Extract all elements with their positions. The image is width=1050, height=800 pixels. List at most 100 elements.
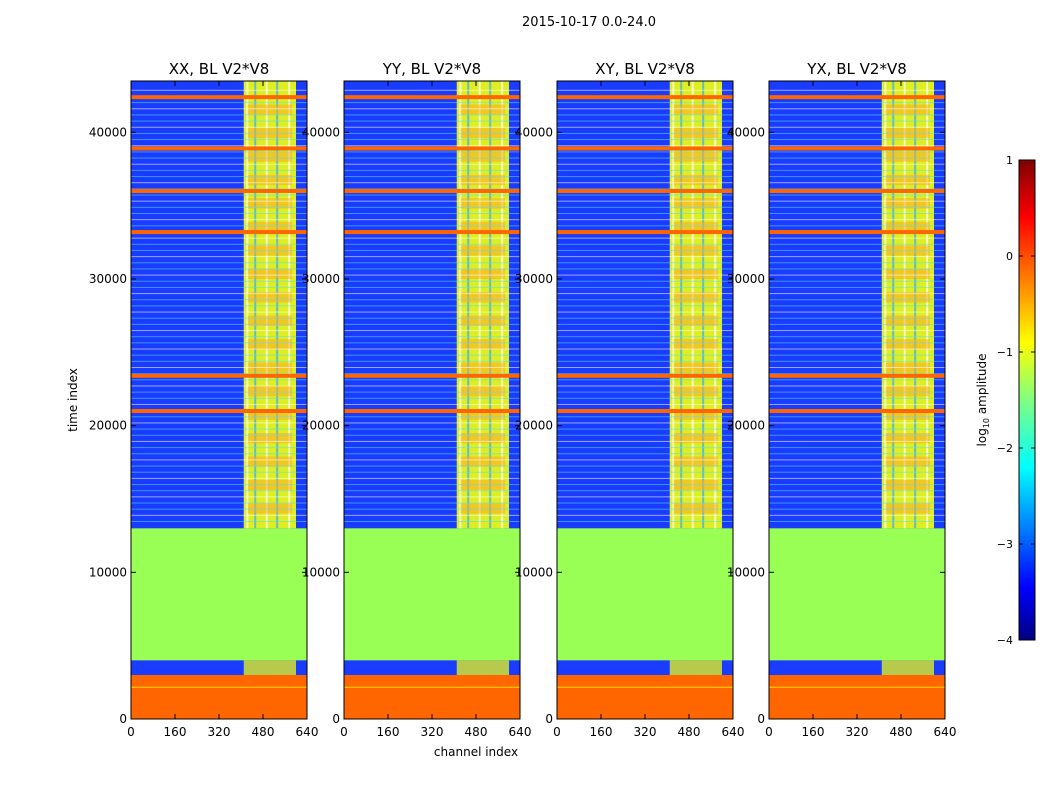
rfi-line [344, 120, 520, 122]
band-blob [460, 268, 505, 279]
rfi-line [131, 385, 307, 387]
colorbar-label-sub: 10 [982, 418, 991, 428]
y-tick-label: 30000 [727, 272, 765, 286]
strong-rfi-row [557, 189, 733, 193]
rfi-line [131, 447, 307, 449]
band-blob [460, 433, 505, 444]
rfi-line [557, 151, 733, 153]
strong-rfi-row [557, 409, 733, 413]
band-stripe [489, 81, 492, 529]
band-blob [885, 479, 930, 491]
rfi-line [344, 274, 520, 276]
rfi-line [344, 256, 520, 258]
band-blob [673, 433, 718, 444]
band-blob [673, 479, 718, 491]
rfi-line [131, 502, 307, 504]
lower-band [669, 660, 722, 675]
rfi-line [557, 206, 733, 208]
band-blob [885, 409, 930, 420]
rfi-line [557, 145, 733, 147]
rfi-line [344, 206, 520, 208]
rfi-line [769, 317, 945, 319]
band-blob [247, 386, 292, 397]
rfi-line [131, 102, 307, 104]
flagged-region [769, 528, 945, 661]
band-blob [673, 174, 718, 186]
rfi-line [557, 108, 733, 110]
rfi-line [769, 490, 945, 492]
rfi-line [557, 447, 733, 449]
rfi-line [344, 521, 520, 522]
rfi-line [557, 323, 733, 325]
rfi-line [769, 434, 945, 436]
rfi-line [769, 213, 945, 214]
colorbar-ticks: 1 0 −1 −2 −3 −4 [997, 154, 1035, 647]
rfi-line [769, 249, 945, 251]
rfi-line [557, 305, 733, 307]
rfi-line [557, 139, 733, 141]
strong-rfi-row [131, 95, 307, 100]
band-blob [885, 221, 930, 233]
rfi-line [344, 440, 520, 442]
band-blob [673, 151, 718, 162]
band-blob [673, 221, 718, 233]
rfi-line [131, 157, 307, 159]
band-blob [460, 409, 505, 420]
y-tick-label: 20000 [727, 419, 765, 433]
band-blob [673, 339, 718, 350]
orange-region-line [557, 686, 733, 688]
rfi-line [557, 280, 733, 282]
rfi-line [344, 114, 520, 116]
rfi-line [131, 243, 307, 245]
band-blob [885, 174, 930, 186]
rfi-line [131, 219, 307, 221]
strong-rfi-row [769, 230, 945, 235]
rfi-line [557, 385, 733, 387]
x-tick-label: 160 [590, 725, 613, 739]
rfi-line [344, 403, 520, 405]
rfi-line [769, 280, 945, 282]
rfi-line [131, 330, 307, 332]
band-blob [460, 292, 505, 303]
rfi-line [131, 514, 307, 516]
band-stripe [501, 81, 504, 529]
panel-title: XX, BL V2*V8 [169, 60, 270, 78]
y-tick-label: 30000 [89, 272, 127, 286]
rfi-line [344, 422, 520, 424]
lower-band [456, 660, 509, 675]
figure-suptitle: 2015-10-17 0.0-24.0 [522, 15, 656, 30]
rfi-line [344, 169, 520, 171]
x-tick-label: 640 [934, 725, 957, 739]
colorbar-label-log: log [975, 428, 989, 446]
rfi-line [557, 367, 733, 368]
rfi-line [557, 256, 733, 258]
rfi-line [131, 237, 307, 239]
rfi-line [769, 496, 945, 498]
band-blob [247, 456, 292, 467]
band-stripe [926, 81, 929, 529]
rfi-line [131, 163, 307, 165]
panel-1: XX, BL V2*V8 0 160 320 480 640 0 10000 20000 3000… [89, 60, 319, 739]
colorbar-tick-label: −2 [997, 442, 1013, 455]
rfi-line [131, 373, 307, 375]
rfi-line [769, 403, 945, 405]
rfi-line [769, 206, 945, 208]
rfi-line [344, 268, 520, 270]
band-blob [460, 479, 505, 491]
rfi-line [131, 367, 307, 368]
band-blob [460, 151, 505, 162]
rfi-line [557, 262, 733, 264]
rfi-line [131, 114, 307, 116]
panel-2: YY, BL V2*V8 0 160 320 480 640 0 10000 20000 3000… [302, 60, 532, 739]
band-blob [247, 198, 292, 209]
band-blob [673, 456, 718, 467]
rfi-line [557, 120, 733, 122]
band-blob [885, 268, 930, 279]
rfi-line [131, 508, 307, 510]
y-tick-label: 10000 [515, 565, 553, 579]
orange-region [557, 675, 733, 719]
rfi-line [557, 342, 733, 344]
band-stripe [892, 81, 895, 529]
rfi-line [769, 348, 945, 350]
band-blob [673, 315, 718, 326]
